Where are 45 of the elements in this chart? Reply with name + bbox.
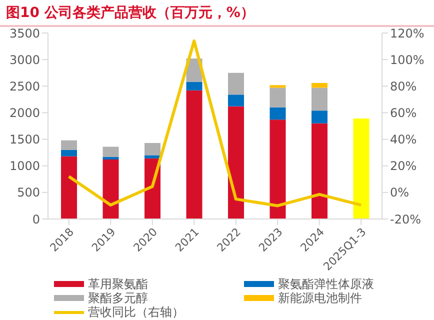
bar: [270, 107, 286, 120]
y2-tick-label: 20%: [390, 159, 417, 174]
y2-tick-label: 100%: [390, 52, 424, 67]
y-tick-label: 1000: [9, 159, 40, 174]
bar: [102, 159, 119, 219]
bar: [270, 120, 286, 219]
bar: [312, 88, 328, 111]
y2-tick-label: 0%: [390, 186, 410, 200]
legend-label: 聚氨酯弹性体原液: [278, 277, 374, 291]
y-tick-label: 2000: [9, 106, 40, 120]
y-tick-label: 1500: [9, 132, 40, 147]
bar: [144, 155, 160, 158]
bar: [102, 156, 119, 160]
y2-tick-label: 40%: [390, 132, 417, 147]
bar: [61, 156, 77, 219]
bar: [228, 72, 244, 95]
y-tick-label: 0: [32, 212, 40, 226]
bar: [228, 94, 244, 106]
y2-tick-label: 60%: [390, 106, 417, 120]
bar: [61, 140, 77, 150]
bar: [144, 143, 160, 156]
bar: [270, 85, 286, 88]
bar: [312, 110, 328, 124]
y2-tick-label: 80%: [390, 79, 417, 94]
bar: [270, 88, 286, 108]
bar: [186, 82, 202, 90]
legend-label: 新能源电池制件: [278, 291, 362, 305]
bar: [353, 118, 370, 219]
y2-tick-label: -20%: [390, 212, 422, 226]
bar: [102, 146, 119, 157]
line-series: [67, 39, 363, 208]
y-tick-label: 2500: [9, 79, 40, 94]
chart-title: 图10 公司各类产品营收（百万元，%）: [0, 0, 434, 27]
bar: [312, 82, 328, 88]
y2-tick-label: 120%: [390, 26, 424, 40]
bar: [312, 123, 328, 219]
legend-label: 营收同比（右轴）: [88, 305, 184, 319]
bar: [61, 150, 77, 156]
legend-label: 革用聚氨酯: [88, 277, 148, 291]
bar: [228, 106, 244, 219]
y-tick-label: 3500: [9, 26, 40, 40]
bar: [186, 90, 202, 219]
legend-label: 聚酯多元醇: [88, 291, 148, 305]
y-tick-label: 3000: [9, 52, 40, 67]
y-tick-label: 500: [17, 186, 40, 200]
